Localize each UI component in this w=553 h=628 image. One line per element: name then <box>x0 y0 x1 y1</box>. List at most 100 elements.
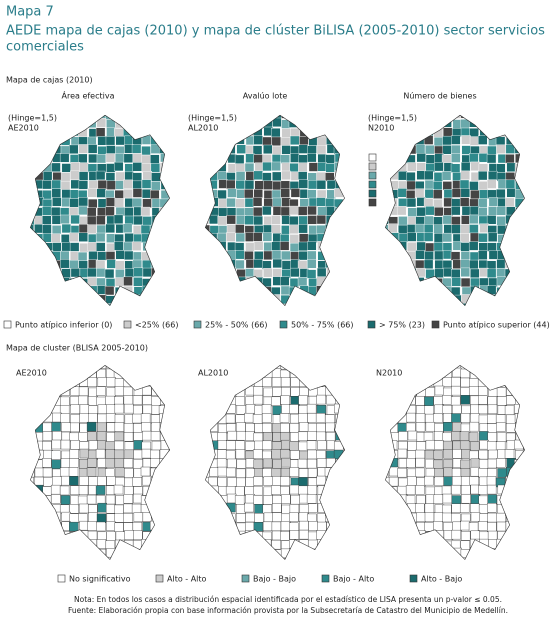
map-cell <box>388 378 399 388</box>
map-cell <box>254 276 264 287</box>
map-cell <box>123 486 134 496</box>
map-cell <box>34 387 44 397</box>
map-cell <box>307 241 317 251</box>
section-title: Mapa de cluster (BLISA 2005-2010) <box>6 344 148 353</box>
map-cell <box>385 242 390 252</box>
map-cell <box>262 458 273 469</box>
map-cell <box>114 114 124 120</box>
map-cell <box>243 189 254 199</box>
map-cell <box>78 395 88 406</box>
map-cell <box>289 557 299 560</box>
map-cell <box>487 558 498 560</box>
map-cell <box>407 476 417 486</box>
map-cell <box>443 467 453 478</box>
map-cell <box>298 224 308 234</box>
map-cell <box>43 295 53 306</box>
map-cell <box>425 278 435 288</box>
map-cell <box>407 441 417 451</box>
map-cell <box>159 242 170 252</box>
map-cell <box>280 486 290 496</box>
map-cell <box>245 369 255 379</box>
map-cell <box>42 431 53 441</box>
map-cell <box>272 512 282 522</box>
map-cell <box>30 232 34 243</box>
map-cell <box>113 484 124 495</box>
map-cell <box>253 522 264 532</box>
map-cell <box>443 294 453 304</box>
map-cell <box>205 215 210 225</box>
map-cell <box>280 423 290 433</box>
map-cell <box>97 294 107 304</box>
map-cell <box>451 513 461 523</box>
map-cell <box>160 180 170 190</box>
map-cell <box>217 557 227 560</box>
map-cell <box>123 494 134 504</box>
map-cell <box>478 259 488 270</box>
map-cell <box>34 522 44 532</box>
map-cell <box>460 468 471 478</box>
map-cell <box>151 215 162 225</box>
box-map <box>30 114 170 307</box>
map-cell <box>150 414 161 424</box>
map-cell <box>142 404 153 415</box>
map-cell <box>245 153 255 163</box>
map-cell <box>158 387 169 398</box>
map-cell <box>452 449 462 459</box>
map-cell <box>150 477 161 487</box>
map-cell <box>460 387 470 397</box>
map-cell <box>272 180 283 191</box>
map-cell <box>433 295 443 305</box>
map-cell <box>497 468 507 478</box>
map-cell <box>122 117 133 127</box>
map-cell <box>30 259 35 269</box>
map-cell <box>42 557 52 560</box>
map-cell <box>523 458 525 469</box>
map-cell <box>79 530 89 540</box>
map-cell <box>415 144 426 154</box>
map-cell <box>159 503 169 513</box>
map-cell <box>398 387 408 397</box>
map-cell <box>262 377 272 387</box>
map-cell <box>470 413 480 423</box>
map-cell <box>289 304 299 307</box>
map-cell <box>478 468 488 478</box>
map-cell <box>442 365 452 370</box>
map-cell <box>159 377 169 387</box>
map-cell <box>87 558 98 560</box>
map-cell <box>407 277 418 287</box>
map-cell <box>123 513 133 523</box>
map-cell <box>105 223 115 234</box>
map-cell <box>122 114 133 120</box>
map-cell <box>141 154 151 165</box>
map-cell <box>385 207 391 217</box>
map-cell <box>478 233 488 243</box>
map-cell <box>69 504 79 514</box>
map-cell <box>280 476 290 486</box>
map-cell <box>307 127 318 137</box>
map-cell <box>433 512 444 522</box>
map-cell <box>423 198 434 208</box>
map-cell <box>297 171 308 181</box>
map-cell <box>132 259 143 269</box>
map-cell <box>460 277 471 288</box>
map-cell <box>487 414 497 424</box>
map-cell <box>253 365 263 370</box>
map-cell <box>141 422 151 432</box>
map-cell <box>95 485 106 495</box>
map-cell <box>30 162 34 172</box>
map-cell <box>208 549 219 559</box>
map-cell <box>30 521 34 532</box>
map-cell <box>34 476 45 487</box>
map-cell <box>397 287 408 297</box>
map-cell <box>79 540 89 550</box>
map-cell <box>87 188 97 198</box>
map-cell <box>205 137 209 147</box>
map-cell <box>415 286 425 296</box>
map-cell <box>142 486 153 496</box>
map-cell <box>59 368 70 379</box>
map-cell <box>344 171 345 182</box>
map-cell <box>42 224 52 234</box>
map-cell <box>334 548 344 558</box>
map-cell <box>217 378 227 388</box>
map-cell <box>385 154 389 164</box>
